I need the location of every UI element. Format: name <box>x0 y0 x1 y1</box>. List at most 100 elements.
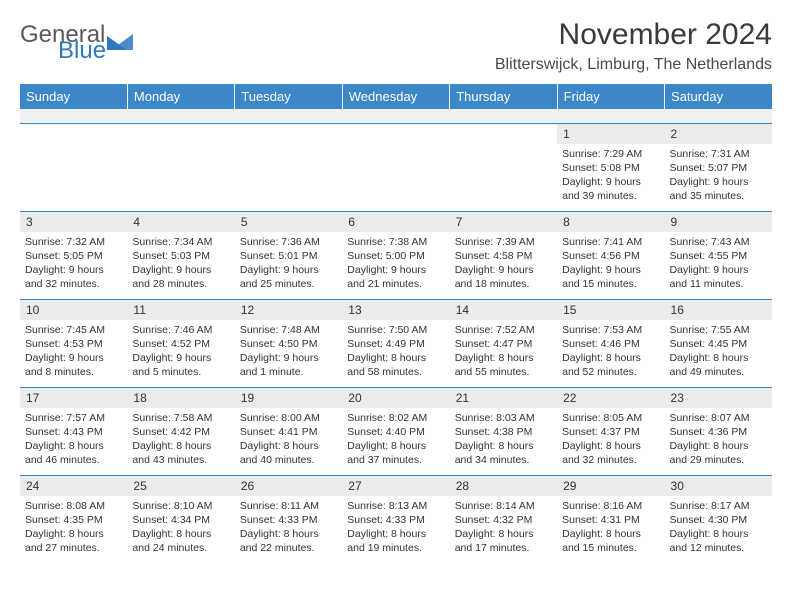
day-details: Sunrise: 7:29 AMSunset: 5:08 PMDaylight:… <box>557 144 664 208</box>
day-details: Sunrise: 7:31 AMSunset: 5:07 PMDaylight:… <box>665 144 772 208</box>
calendar-day-cell: 1Sunrise: 7:29 AMSunset: 5:08 PMDaylight… <box>557 123 664 211</box>
calendar-day-cell: 4Sunrise: 7:34 AMSunset: 5:03 PMDaylight… <box>127 211 234 299</box>
day-details: Sunrise: 7:32 AMSunset: 5:05 PMDaylight:… <box>20 232 127 296</box>
day-number: 24 <box>20 476 127 496</box>
day-number: 2 <box>665 124 772 144</box>
calendar-day-cell: 12Sunrise: 7:48 AMSunset: 4:50 PMDayligh… <box>235 299 342 387</box>
spacer-row <box>20 109 772 123</box>
day-number: 30 <box>665 476 772 496</box>
calendar-day-cell: 29Sunrise: 8:16 AMSunset: 4:31 PMDayligh… <box>557 475 664 563</box>
calendar-day-cell: 17Sunrise: 7:57 AMSunset: 4:43 PMDayligh… <box>20 387 127 475</box>
day-number: 19 <box>235 388 342 408</box>
calendar-table: SundayMondayTuesdayWednesdayThursdayFrid… <box>20 84 772 563</box>
calendar-day-cell: 21Sunrise: 8:03 AMSunset: 4:38 PMDayligh… <box>450 387 557 475</box>
day-number: 13 <box>342 300 449 320</box>
calendar-day-cell: 11Sunrise: 7:46 AMSunset: 4:52 PMDayligh… <box>127 299 234 387</box>
day-details: Sunrise: 7:34 AMSunset: 5:03 PMDaylight:… <box>127 232 234 296</box>
month-title: November 2024 <box>495 18 772 52</box>
calendar-day-cell: 18Sunrise: 7:58 AMSunset: 4:42 PMDayligh… <box>127 387 234 475</box>
day-header: Saturday <box>665 84 772 109</box>
calendar-day-cell: 22Sunrise: 8:05 AMSunset: 4:37 PMDayligh… <box>557 387 664 475</box>
calendar-day-cell <box>450 123 557 211</box>
day-number: 5 <box>235 212 342 232</box>
day-details: Sunrise: 7:43 AMSunset: 4:55 PMDaylight:… <box>665 232 772 296</box>
day-header: Tuesday <box>235 84 342 109</box>
day-header: Wednesday <box>342 84 449 109</box>
logo-text: General Blue <box>20 24 133 61</box>
day-details: Sunrise: 8:11 AMSunset: 4:33 PMDaylight:… <box>235 496 342 560</box>
page-header: General Blue November 2024 Blitterswijck… <box>20 18 772 74</box>
day-details: Sunrise: 7:57 AMSunset: 4:43 PMDaylight:… <box>20 408 127 472</box>
day-number: 20 <box>342 388 449 408</box>
day-number: 8 <box>557 212 664 232</box>
day-number: 7 <box>450 212 557 232</box>
calendar-day-cell: 19Sunrise: 8:00 AMSunset: 4:41 PMDayligh… <box>235 387 342 475</box>
day-details: Sunrise: 7:50 AMSunset: 4:49 PMDaylight:… <box>342 320 449 384</box>
calendar-week-row: 3Sunrise: 7:32 AMSunset: 5:05 PMDaylight… <box>20 211 772 299</box>
day-details: Sunrise: 8:08 AMSunset: 4:35 PMDaylight:… <box>20 496 127 560</box>
calendar-day-cell <box>20 123 127 211</box>
day-details: Sunrise: 8:02 AMSunset: 4:40 PMDaylight:… <box>342 408 449 472</box>
spacer-cell <box>20 109 772 123</box>
day-details: Sunrise: 8:07 AMSunset: 4:36 PMDaylight:… <box>665 408 772 472</box>
calendar-day-cell: 23Sunrise: 8:07 AMSunset: 4:36 PMDayligh… <box>665 387 772 475</box>
calendar-day-cell: 8Sunrise: 7:41 AMSunset: 4:56 PMDaylight… <box>557 211 664 299</box>
day-number: 29 <box>557 476 664 496</box>
day-header-row: SundayMondayTuesdayWednesdayThursdayFrid… <box>20 84 772 109</box>
day-details: Sunrise: 8:13 AMSunset: 4:33 PMDaylight:… <box>342 496 449 560</box>
calendar-head: SundayMondayTuesdayWednesdayThursdayFrid… <box>20 84 772 109</box>
day-number: 17 <box>20 388 127 408</box>
location-subtitle: Blitterswijck, Limburg, The Netherlands <box>495 56 772 74</box>
calendar-body: 1Sunrise: 7:29 AMSunset: 5:08 PMDaylight… <box>20 109 772 563</box>
day-details <box>342 144 449 151</box>
title-block: November 2024 Blitterswijck, Limburg, Th… <box>495 18 772 74</box>
calendar-day-cell <box>342 123 449 211</box>
calendar-day-cell: 28Sunrise: 8:14 AMSunset: 4:32 PMDayligh… <box>450 475 557 563</box>
day-header: Friday <box>557 84 664 109</box>
calendar-day-cell <box>127 123 234 211</box>
day-details <box>235 144 342 151</box>
day-number: 10 <box>20 300 127 320</box>
day-header: Thursday <box>450 84 557 109</box>
day-number: 26 <box>235 476 342 496</box>
day-number: 11 <box>127 300 234 320</box>
logo-word-blue: Blue <box>58 40 133 62</box>
calendar-day-cell: 5Sunrise: 7:36 AMSunset: 5:01 PMDaylight… <box>235 211 342 299</box>
day-number: 22 <box>557 388 664 408</box>
day-number: 18 <box>127 388 234 408</box>
day-details: Sunrise: 7:39 AMSunset: 4:58 PMDaylight:… <box>450 232 557 296</box>
day-number: 14 <box>450 300 557 320</box>
day-details: Sunrise: 7:55 AMSunset: 4:45 PMDaylight:… <box>665 320 772 384</box>
calendar-day-cell <box>235 123 342 211</box>
day-details <box>127 144 234 151</box>
day-details: Sunrise: 7:52 AMSunset: 4:47 PMDaylight:… <box>450 320 557 384</box>
day-details <box>450 144 557 151</box>
calendar-day-cell: 25Sunrise: 8:10 AMSunset: 4:34 PMDayligh… <box>127 475 234 563</box>
day-details: Sunrise: 7:45 AMSunset: 4:53 PMDaylight:… <box>20 320 127 384</box>
calendar-day-cell: 2Sunrise: 7:31 AMSunset: 5:07 PMDaylight… <box>665 123 772 211</box>
day-number: 27 <box>342 476 449 496</box>
day-details: Sunrise: 8:10 AMSunset: 4:34 PMDaylight:… <box>127 496 234 560</box>
calendar-day-cell: 27Sunrise: 8:13 AMSunset: 4:33 PMDayligh… <box>342 475 449 563</box>
day-header: Monday <box>127 84 234 109</box>
day-header: Sunday <box>20 84 127 109</box>
calendar-week-row: 17Sunrise: 7:57 AMSunset: 4:43 PMDayligh… <box>20 387 772 475</box>
day-number: 23 <box>665 388 772 408</box>
day-number: 3 <box>20 212 127 232</box>
day-details: Sunrise: 7:53 AMSunset: 4:46 PMDaylight:… <box>557 320 664 384</box>
day-details: Sunrise: 8:17 AMSunset: 4:30 PMDaylight:… <box>665 496 772 560</box>
day-details: Sunrise: 8:14 AMSunset: 4:32 PMDaylight:… <box>450 496 557 560</box>
day-number: 15 <box>557 300 664 320</box>
calendar-day-cell: 14Sunrise: 7:52 AMSunset: 4:47 PMDayligh… <box>450 299 557 387</box>
day-number: 28 <box>450 476 557 496</box>
day-details: Sunrise: 7:48 AMSunset: 4:50 PMDaylight:… <box>235 320 342 384</box>
day-details: Sunrise: 7:38 AMSunset: 5:00 PMDaylight:… <box>342 232 449 296</box>
calendar-day-cell: 20Sunrise: 8:02 AMSunset: 4:40 PMDayligh… <box>342 387 449 475</box>
calendar-day-cell: 9Sunrise: 7:43 AMSunset: 4:55 PMDaylight… <box>665 211 772 299</box>
calendar-day-cell: 6Sunrise: 7:38 AMSunset: 5:00 PMDaylight… <box>342 211 449 299</box>
calendar-week-row: 24Sunrise: 8:08 AMSunset: 4:35 PMDayligh… <box>20 475 772 563</box>
day-details: Sunrise: 7:46 AMSunset: 4:52 PMDaylight:… <box>127 320 234 384</box>
calendar-day-cell: 3Sunrise: 7:32 AMSunset: 5:05 PMDaylight… <box>20 211 127 299</box>
day-number: 9 <box>665 212 772 232</box>
calendar-day-cell: 7Sunrise: 7:39 AMSunset: 4:58 PMDaylight… <box>450 211 557 299</box>
